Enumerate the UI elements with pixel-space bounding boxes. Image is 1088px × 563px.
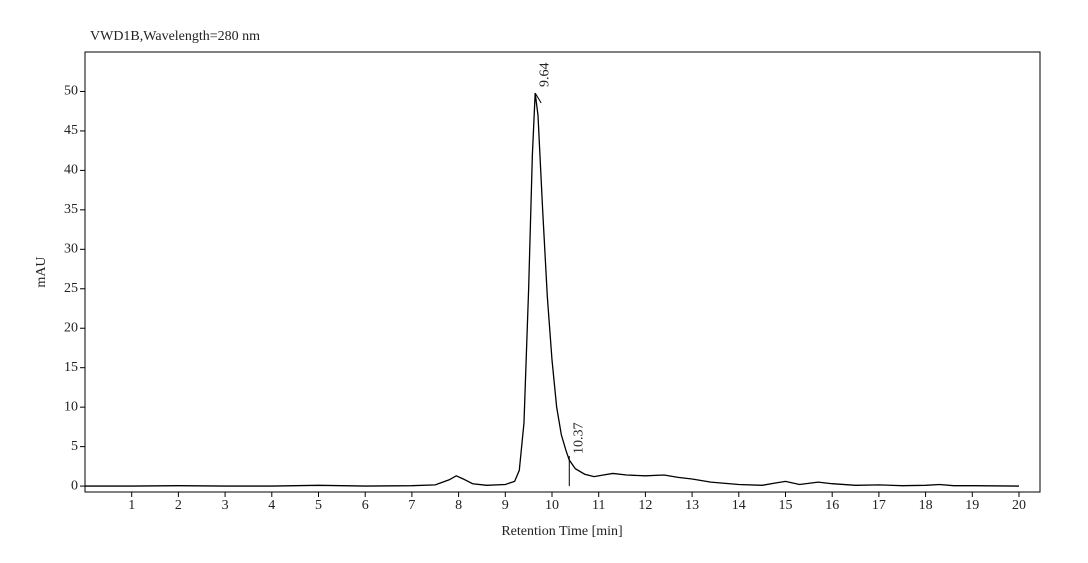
y-tick-label: 35: [64, 202, 78, 217]
x-tick-label: 4: [268, 498, 275, 513]
x-tick-label: 10: [545, 498, 559, 513]
x-tick-label: 5: [315, 498, 322, 513]
x-tick-label: 6: [362, 498, 369, 513]
x-tick-label: 9: [502, 498, 509, 513]
plot-frame: [84, 51, 1041, 493]
x-tick-label: 17: [872, 498, 886, 513]
y-tick-label: 25: [64, 281, 78, 296]
x-tick-label: 1: [128, 498, 135, 513]
peak-label: 10.37: [571, 423, 586, 455]
x-tick-label: 19: [965, 498, 979, 513]
peak-marker: [534, 92, 542, 104]
y-tick-label: 20: [64, 320, 78, 335]
y-tick-label: 30: [64, 242, 78, 257]
x-tick-label: 14: [732, 498, 746, 513]
y-tick-label: 10: [64, 399, 78, 414]
x-tick-label: 16: [825, 498, 839, 513]
x-axis-label: Retention Time [min]: [501, 524, 622, 539]
x-tick-label: 3: [222, 498, 229, 513]
y-tick-label: 45: [64, 123, 78, 138]
x-tick-label: 20: [1012, 498, 1026, 513]
chart-title: VWD1B,Wavelength=280 nm: [90, 29, 260, 44]
y-tick-label: 50: [64, 84, 78, 99]
x-tick-label: 18: [919, 498, 933, 513]
y-tick-label: 15: [64, 360, 78, 375]
peak-label: 9.64: [537, 63, 552, 88]
y-tick-label: 40: [64, 163, 78, 178]
x-tick-label: 11: [592, 498, 605, 513]
x-tick-label: 7: [408, 498, 415, 513]
x-tick-label: 13: [685, 498, 699, 513]
y-axis-label: mAU: [34, 256, 49, 287]
y-tick-label: 5: [71, 439, 78, 454]
x-tick-label: 8: [455, 498, 462, 513]
signal-line: [85, 92, 1019, 487]
x-tick-label: 12: [638, 498, 652, 513]
x-tick-label: 2: [175, 498, 182, 513]
y-tick-label: 0: [71, 478, 78, 493]
x-tick-label: 15: [778, 498, 792, 513]
